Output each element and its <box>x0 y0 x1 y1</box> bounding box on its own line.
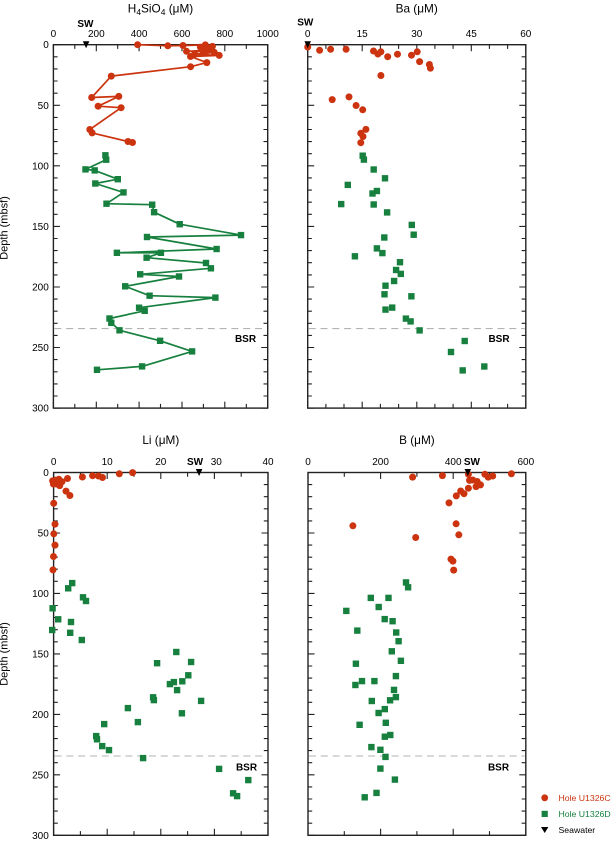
svg-text:SW: SW <box>464 457 481 468</box>
svg-text:Li (μM): Li (μM) <box>142 433 179 447</box>
svg-text:0: 0 <box>51 29 57 40</box>
svg-text:600: 600 <box>517 457 534 468</box>
svg-text:200: 200 <box>32 283 49 294</box>
svg-text:SW: SW <box>77 19 94 30</box>
svg-text:200: 200 <box>88 29 105 40</box>
svg-text:800: 800 <box>216 29 233 40</box>
svg-text:50: 50 <box>38 101 50 112</box>
svg-text:BSR: BSR <box>488 763 510 774</box>
svg-text:10: 10 <box>102 457 114 468</box>
svg-text:30: 30 <box>211 457 223 468</box>
svg-text:100: 100 <box>32 589 49 600</box>
svg-text:20: 20 <box>155 457 167 468</box>
svg-text:0: 0 <box>51 457 57 468</box>
svg-text:Seawater: Seawater <box>559 825 596 835</box>
svg-text:400: 400 <box>131 29 148 40</box>
svg-text:15: 15 <box>357 29 369 40</box>
svg-text:Hole U1326D: Hole U1326D <box>559 809 611 819</box>
svg-text:300: 300 <box>32 831 49 842</box>
svg-text:400: 400 <box>445 457 462 468</box>
svg-text:BSR: BSR <box>235 334 257 345</box>
svg-text:200: 200 <box>32 710 49 721</box>
svg-text:0: 0 <box>43 468 49 479</box>
svg-text:30: 30 <box>411 29 423 40</box>
svg-text:SW: SW <box>297 17 314 28</box>
svg-text:0: 0 <box>305 457 311 468</box>
svg-text:Hole U1326C: Hole U1326C <box>559 793 611 803</box>
svg-text:200: 200 <box>372 457 389 468</box>
svg-text:150: 150 <box>32 649 49 660</box>
svg-text:SW: SW <box>187 457 204 468</box>
svg-text:1000: 1000 <box>257 29 280 40</box>
svg-text:50: 50 <box>38 529 50 540</box>
svg-text:60: 60 <box>520 29 532 40</box>
svg-text:BSR: BSR <box>236 763 258 774</box>
svg-text:Depth (mbsf): Depth (mbsf) <box>0 622 11 686</box>
svg-text:Depth (mbsf): Depth (mbsf) <box>0 196 11 260</box>
svg-text:100: 100 <box>32 161 49 172</box>
svg-text:H4SiO4 (μM): H4SiO4 (μM) <box>128 1 194 17</box>
svg-text:300: 300 <box>32 404 49 415</box>
svg-text:BSR: BSR <box>488 334 510 345</box>
svg-text:0: 0 <box>43 40 49 51</box>
svg-text:45: 45 <box>466 29 478 40</box>
svg-text:250: 250 <box>32 770 49 781</box>
svg-text:B (μM): B (μM) <box>399 433 435 447</box>
svg-text:250: 250 <box>32 343 49 354</box>
svg-text:150: 150 <box>32 222 49 233</box>
svg-text:0: 0 <box>305 29 311 40</box>
svg-text:Ba (μM): Ba (μM) <box>396 1 438 15</box>
svg-text:600: 600 <box>174 29 191 40</box>
svg-text:40: 40 <box>262 457 274 468</box>
